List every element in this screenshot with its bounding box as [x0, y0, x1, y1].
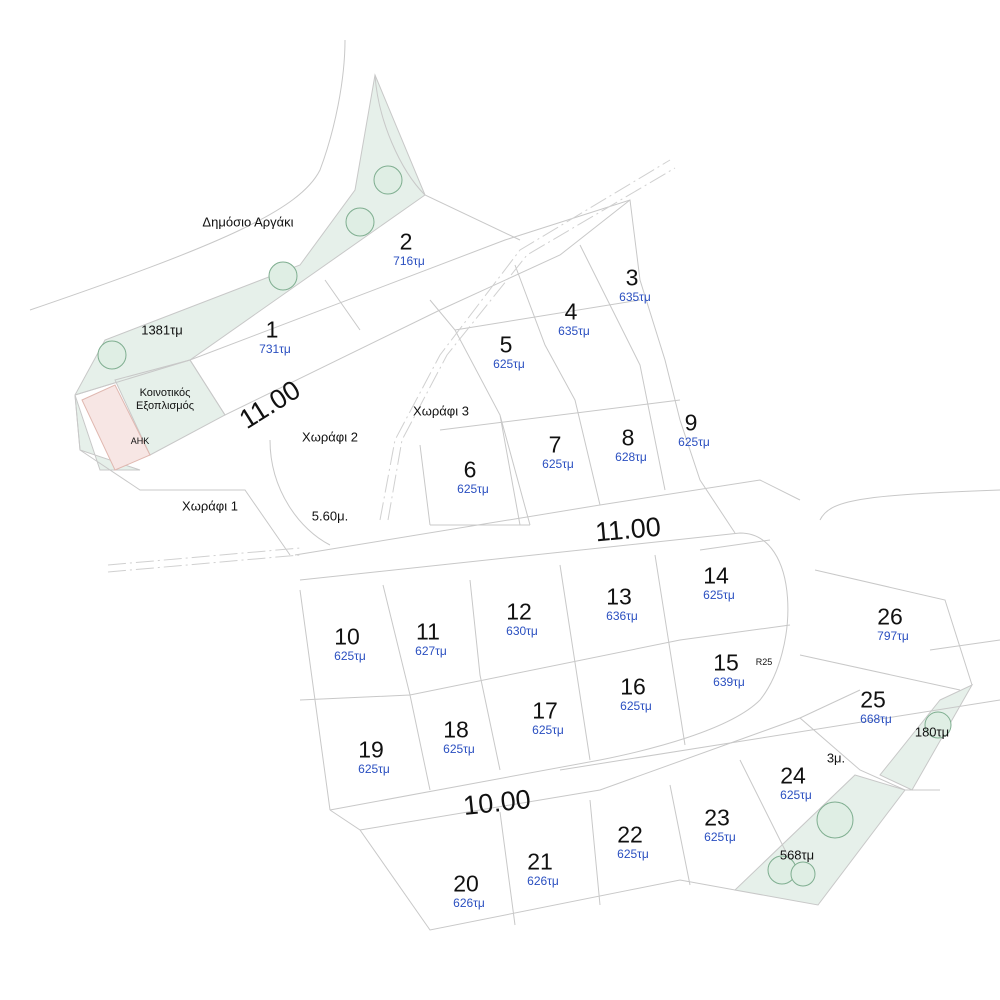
community-1-label: Κοινοτικός — [139, 387, 191, 399]
field-1-label: Χωράφι 1 — [182, 498, 238, 514]
tree-icon — [373, 165, 403, 195]
plot-number: 10 — [334, 623, 360, 650]
plot-area: 625τμ — [703, 588, 735, 602]
plot-area: 625τμ — [493, 357, 525, 371]
tree-icon — [345, 207, 375, 237]
plot-number: 7 — [548, 431, 562, 458]
plot-line — [189, 199, 631, 416]
plot-number: 26 — [877, 603, 903, 630]
plot-line — [269, 439, 1000, 771]
plot-area: 630τμ — [506, 624, 538, 638]
plot-number: 20 — [453, 870, 479, 897]
plot-area: 797τμ — [877, 629, 909, 643]
plot-number: 12 — [506, 598, 532, 625]
green-area-1-label: 1381τμ — [141, 322, 183, 338]
plot-area: 635τμ — [558, 324, 590, 338]
green-area-2-label: 180τμ — [914, 724, 950, 740]
dirt-track — [107, 159, 676, 573]
plot-area: 639τμ — [713, 675, 745, 689]
plot-number: 8 — [621, 424, 635, 451]
plot-area: 625τμ — [620, 699, 652, 713]
plot-line — [799, 569, 973, 791]
tree-icon — [268, 261, 298, 291]
plot-area: 625τμ — [678, 435, 710, 449]
footpath-width-label: 3μ. — [826, 750, 846, 766]
plot-area: 627τμ — [415, 644, 447, 658]
plot-area: 625τμ — [443, 742, 475, 756]
plot-number: 6 — [463, 456, 477, 483]
green-area-3-label: 568τμ — [779, 847, 815, 863]
green-strip-north — [74, 73, 426, 471]
plot-number: 17 — [532, 697, 558, 724]
plot-area: 625τμ — [780, 788, 812, 802]
plot-number: 18 — [443, 716, 469, 743]
plot-area: 625τμ — [457, 482, 489, 496]
plot-area: 625τμ — [334, 649, 366, 663]
plot-number: 25 — [860, 686, 886, 713]
plot-area: 626τμ — [453, 896, 485, 910]
tree-icon — [97, 340, 127, 370]
plot-area: 636τμ — [606, 609, 638, 623]
plot-number: 23 — [704, 804, 730, 831]
plot-number: 1 — [265, 316, 279, 343]
path-width-label: 5.60μ. — [311, 508, 349, 524]
plot-area: 635τμ — [619, 290, 651, 304]
tree-icon — [924, 711, 952, 739]
plot-area: 731τμ — [259, 342, 291, 356]
green-strip-south — [733, 774, 906, 906]
field-2-label: Χωράφι 2 — [302, 429, 358, 445]
plot-number: 4 — [564, 298, 578, 325]
stream-label: Δημόσιο Αργάκι — [202, 214, 294, 230]
plot-number: 11 — [416, 618, 440, 645]
plot-number: 19 — [358, 736, 384, 763]
plot-area: 625τμ — [704, 830, 736, 844]
plot-number: 15 — [713, 649, 739, 676]
plot-line — [294, 479, 801, 556]
plot-number: 9 — [684, 409, 698, 436]
plot-number: 14 — [703, 562, 729, 589]
tree-icon — [816, 801, 854, 839]
plot-area: 626τμ — [527, 874, 559, 888]
plot-number: 22 — [617, 821, 643, 848]
road-width-main-label: 11.00 — [593, 511, 662, 548]
plot-number: 24 — [780, 762, 806, 789]
community-2-label: Εξοπλισμός — [135, 400, 195, 412]
road-edge — [374, 74, 521, 241]
substation-label: ΑΗΚ — [130, 436, 150, 446]
substation-area — [81, 384, 151, 471]
plot-number: 3 — [625, 264, 639, 291]
plot-line — [299, 539, 791, 811]
road-edge — [299, 532, 789, 811]
plot-number: 16 — [620, 673, 646, 700]
plot-number: 2 — [399, 228, 413, 255]
plot-line — [324, 244, 681, 526]
plot-line — [74, 394, 291, 556]
plot-area: 625τμ — [542, 457, 574, 471]
tree-icon — [790, 861, 816, 887]
plot-area: 625τμ — [617, 847, 649, 861]
plot-area: 625τμ — [358, 762, 390, 776]
road-edge — [29, 39, 346, 311]
plot-number: 21 — [527, 848, 553, 875]
plot-line — [74, 199, 736, 534]
plot-number: 5 — [499, 331, 513, 358]
plot-number: 13 — [606, 583, 632, 610]
plot-area: 625τμ — [532, 723, 564, 737]
field-3-label: Χωράφι 3 — [413, 403, 469, 419]
plot-area: 716τμ — [393, 254, 425, 268]
plot-area: 668τμ — [860, 712, 892, 726]
radius-label: R25 — [755, 657, 773, 667]
plot-area: 628τμ — [615, 450, 647, 464]
